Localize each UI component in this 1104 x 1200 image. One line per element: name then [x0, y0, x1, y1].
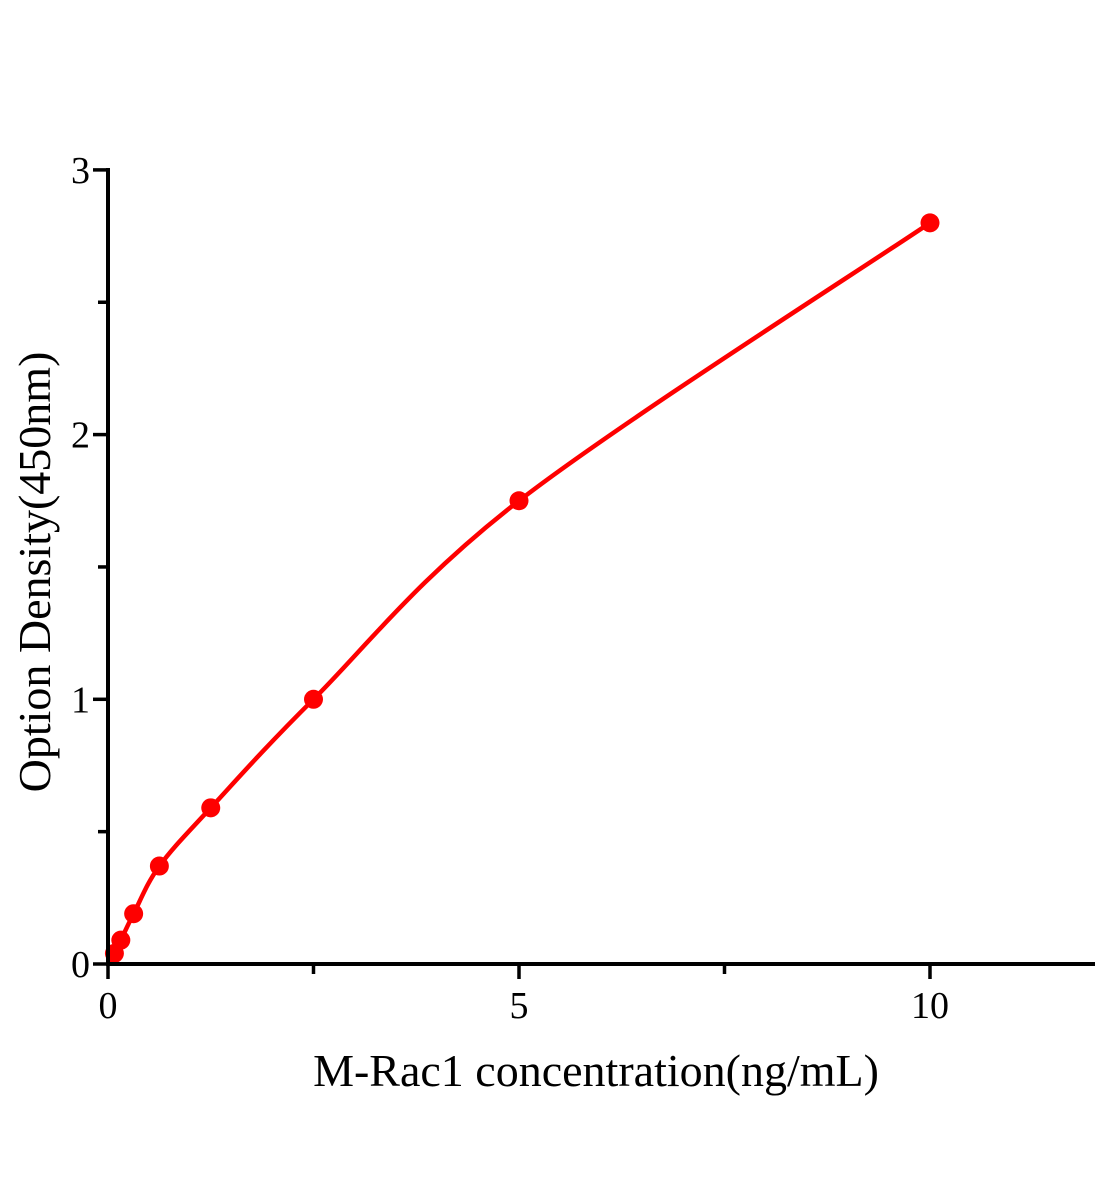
data-point	[149, 856, 169, 876]
data-point	[201, 798, 221, 818]
data-point	[920, 213, 940, 233]
y-tick-label: 0	[71, 944, 90, 986]
data-point	[124, 904, 144, 924]
data-series	[104, 213, 940, 967]
y-axis-title: Option Density(450nm)	[9, 352, 60, 793]
tick-labels: 0 1 2 3 0 5 10	[71, 150, 949, 1027]
x-tick-label: 10	[911, 985, 949, 1027]
fit-curve	[105, 220, 933, 967]
data-point	[304, 689, 323, 709]
x-tick-label: 0	[99, 985, 118, 1027]
data-point	[509, 491, 529, 511]
data-point	[111, 930, 131, 950]
tick-marks	[93, 168, 932, 979]
y-tick-label: 2	[71, 415, 90, 457]
x-tick-label: 5	[510, 985, 529, 1027]
axes	[106, 168, 1095, 966]
y-tick-label: 1	[71, 679, 90, 721]
y-tick-label: 3	[71, 150, 90, 192]
x-axis-title: M-Rac1 concentration(ng/mL)	[313, 1045, 879, 1096]
